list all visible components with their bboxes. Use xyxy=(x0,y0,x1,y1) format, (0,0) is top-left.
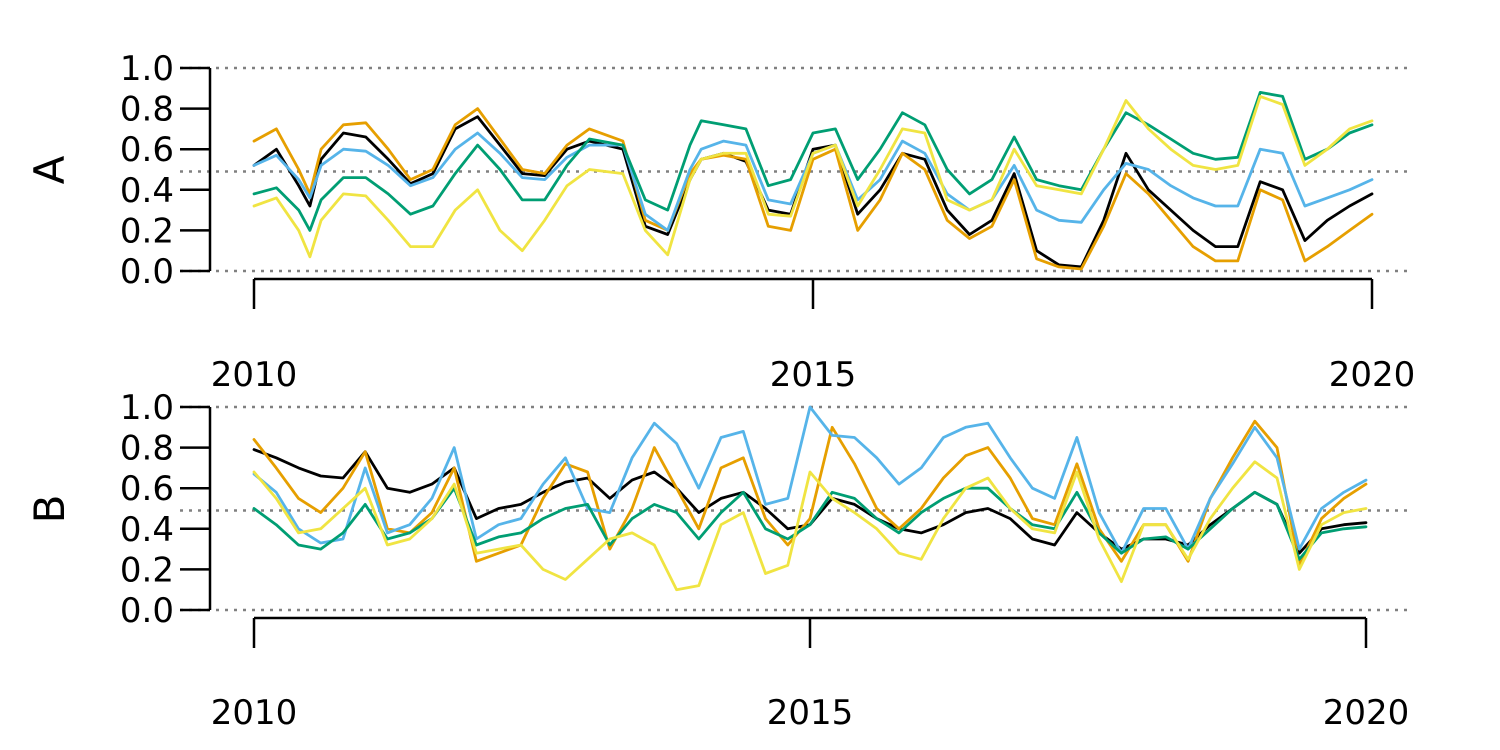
y-tick-label-b-5: 1.0 xyxy=(120,388,174,428)
series-line-b-4 xyxy=(252,460,1368,592)
y-tick-label-b-0: 0.0 xyxy=(120,591,174,631)
series-line-a-0 xyxy=(252,115,1374,269)
y-tick-label-a-2: 0.4 xyxy=(120,171,174,211)
y-tick-label-a-4: 0.8 xyxy=(120,90,174,130)
x-tick-label-a-1: 2015 xyxy=(770,355,857,395)
x-tick-label-a-0: 2010 xyxy=(211,355,298,395)
y-tick-label-b-4: 0.8 xyxy=(120,429,174,469)
panel-b: B 0.00.20.40.60.81.0 2010 2015 2020 xyxy=(25,388,1410,733)
series-line-a-4 xyxy=(252,95,1374,259)
y-tick-label-a-0: 0.0 xyxy=(120,252,174,292)
x-tick-label-b-2: 2020 xyxy=(1323,693,1410,733)
series-line-b-2 xyxy=(252,405,1368,555)
x-tick-label-a-2: 2020 xyxy=(1329,355,1416,395)
y-tick-label-a-1: 0.2 xyxy=(120,211,174,251)
series-line-b-1 xyxy=(252,419,1368,567)
series-line-a-3 xyxy=(252,91,1374,232)
y-tick-label-b-3: 0.6 xyxy=(120,469,174,509)
y-tick-label-b-1: 0.2 xyxy=(120,550,174,590)
x-tick-label-b-1: 2015 xyxy=(767,693,854,733)
panel-label-a: A xyxy=(25,155,74,184)
panel-label-b: B xyxy=(25,495,74,524)
y-tick-label-a-5: 1.0 xyxy=(120,49,174,89)
panel-a: A 0.00.20.40.60.81.0 2010 2015 2020 xyxy=(25,49,1415,395)
series-line-a-2 xyxy=(252,131,1374,232)
y-tick-label-a-3: 0.6 xyxy=(120,130,174,170)
y-tick-label-b-2: 0.4 xyxy=(120,510,174,550)
series-line-a-1 xyxy=(252,107,1374,271)
x-tick-label-b-0: 2010 xyxy=(211,693,298,733)
